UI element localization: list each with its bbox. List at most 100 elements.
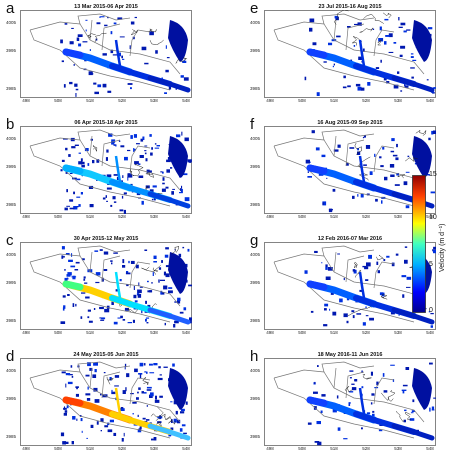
speckle xyxy=(64,406,65,410)
speckle xyxy=(64,207,68,211)
speckle xyxy=(361,370,363,373)
speckle xyxy=(96,22,101,25)
speckle xyxy=(161,260,163,263)
y-tick-label: 4005 xyxy=(250,368,261,373)
speckle xyxy=(379,292,384,296)
speckle xyxy=(161,292,165,295)
map-frame xyxy=(20,10,192,98)
speckle xyxy=(427,27,433,30)
x-tick-label: 498 xyxy=(266,214,274,219)
terrain-outline xyxy=(387,389,396,399)
speckle xyxy=(75,393,79,397)
speckle xyxy=(431,130,434,135)
glacier-outline xyxy=(129,29,151,57)
speckle xyxy=(124,363,127,367)
speckle xyxy=(339,298,343,303)
speckle xyxy=(322,202,324,205)
speckle xyxy=(111,139,116,143)
speckle xyxy=(102,53,107,56)
velocity-map xyxy=(20,242,192,330)
speckle xyxy=(66,189,68,193)
tributary-flow xyxy=(358,39,366,67)
flow-band xyxy=(62,164,84,175)
speckle xyxy=(104,425,109,428)
speckle xyxy=(153,255,157,259)
speckle xyxy=(134,368,138,373)
flow-band xyxy=(391,75,435,93)
speckle xyxy=(89,49,91,51)
x-tick-label: 528 xyxy=(362,98,370,103)
speckle xyxy=(390,174,395,177)
speckle xyxy=(352,195,355,199)
x-tick-label: 538 xyxy=(394,214,402,219)
speckle xyxy=(159,374,162,376)
speckle xyxy=(332,311,337,316)
speckle xyxy=(390,364,395,366)
speckle xyxy=(349,147,355,149)
speckle xyxy=(146,169,150,174)
speckle xyxy=(68,154,71,157)
speckle xyxy=(403,30,407,33)
speckle xyxy=(124,366,126,370)
speckle xyxy=(411,410,415,412)
speckle xyxy=(166,169,170,173)
speckle xyxy=(122,175,124,178)
speckle xyxy=(119,279,122,282)
glacier-outline xyxy=(273,369,425,423)
x-tick-label: 548 xyxy=(182,330,190,335)
speckle xyxy=(177,297,181,302)
speckle xyxy=(322,201,327,206)
x-tick-label: 528 xyxy=(362,214,370,219)
speckle xyxy=(343,438,348,440)
speckle xyxy=(365,279,369,281)
speckle xyxy=(75,261,80,264)
speckle xyxy=(317,441,322,446)
speckle xyxy=(346,162,349,166)
speckle xyxy=(337,144,341,148)
speckle xyxy=(362,322,366,326)
speckle xyxy=(351,310,355,313)
speckle xyxy=(376,261,379,265)
speckle xyxy=(405,171,410,173)
map-frame xyxy=(264,126,436,214)
y-tick-label: 3985 xyxy=(6,434,17,439)
speckle xyxy=(404,246,408,248)
right-ice-patch xyxy=(168,136,188,178)
speckle xyxy=(406,276,412,280)
speckle xyxy=(407,155,410,158)
speckle xyxy=(112,196,116,200)
speckle xyxy=(78,43,82,47)
speckle xyxy=(141,46,147,51)
speckle xyxy=(369,317,374,321)
speckle xyxy=(426,174,430,176)
speckle xyxy=(139,426,142,430)
speckle xyxy=(139,286,143,288)
x-tick-label: 548 xyxy=(426,330,434,335)
speckle xyxy=(102,197,106,200)
speckle xyxy=(117,17,123,20)
speckle xyxy=(76,37,80,41)
speckle xyxy=(78,161,83,165)
speckle xyxy=(137,289,142,294)
x-tick-label: 498 xyxy=(22,98,30,103)
speckle xyxy=(143,363,146,366)
speckle xyxy=(125,387,127,392)
speckle xyxy=(428,311,431,313)
panel-date-range: 06 Apr 2015-18 Apr 2015 xyxy=(74,120,138,126)
speckle xyxy=(336,35,341,38)
speckle xyxy=(155,395,157,400)
speckle xyxy=(151,282,153,284)
speckle xyxy=(410,412,414,414)
terrain-outline xyxy=(377,39,383,46)
speckle xyxy=(142,136,145,140)
speckle xyxy=(324,303,329,307)
glacier-outline xyxy=(273,261,415,323)
speckle xyxy=(77,34,83,37)
speckle xyxy=(122,58,125,60)
speckle xyxy=(174,320,179,324)
x-tick-label: 538 xyxy=(150,446,158,451)
speckle xyxy=(431,406,435,410)
speckle xyxy=(147,280,149,283)
panel-date-range: 30 Apr 2015-12 May 2015 xyxy=(73,236,139,242)
terrain-outline xyxy=(353,261,358,269)
